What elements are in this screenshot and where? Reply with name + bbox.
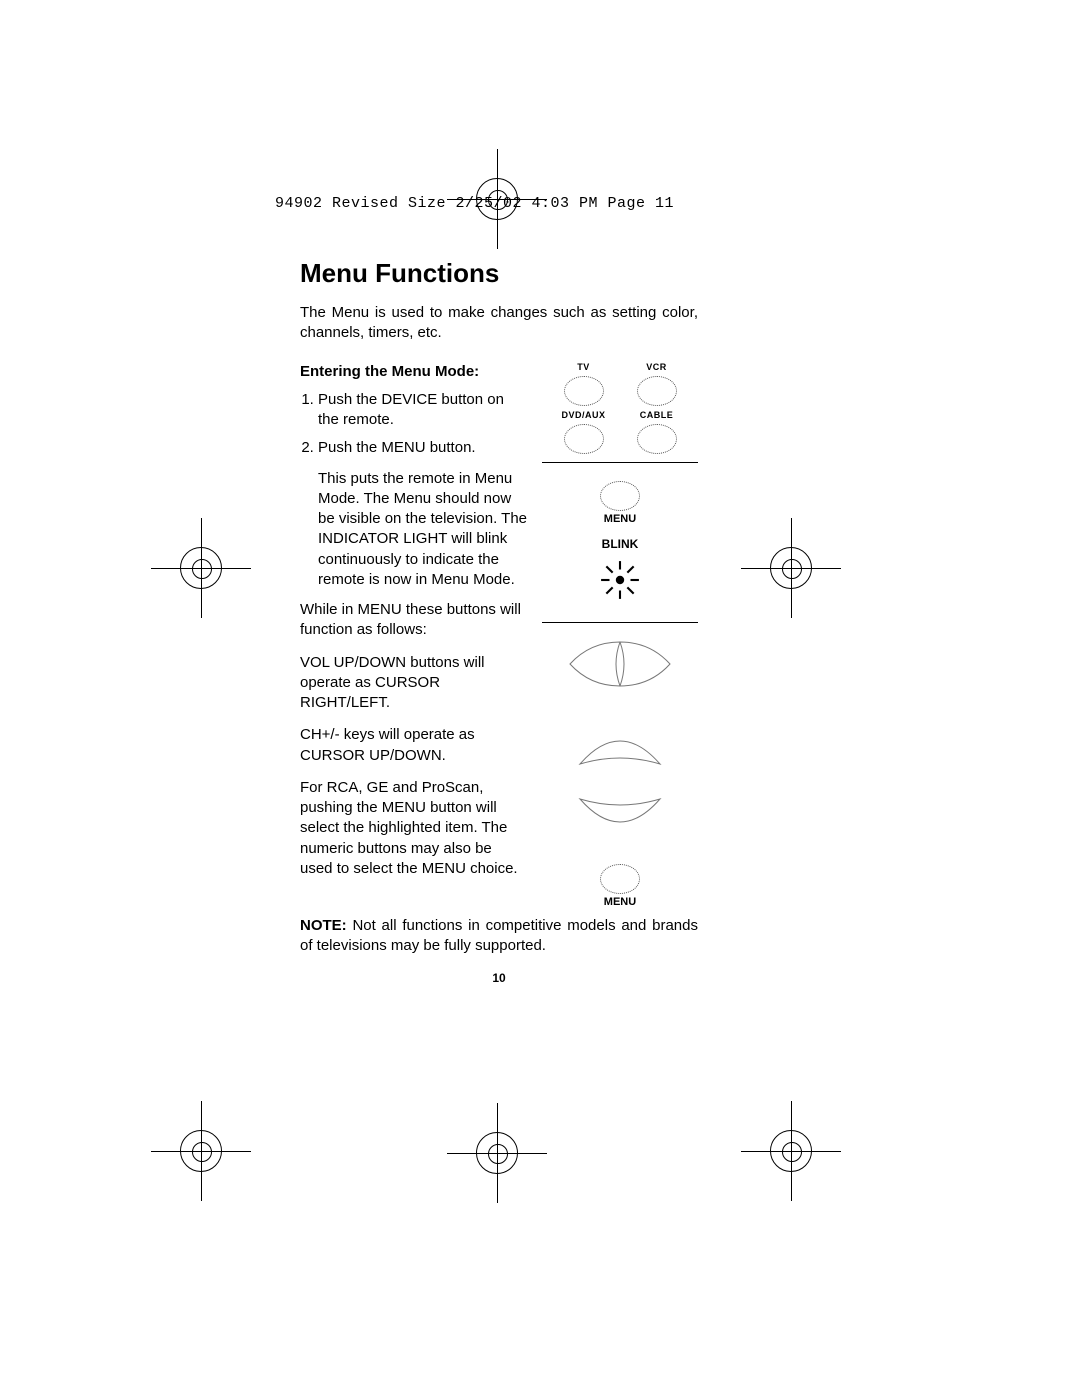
reg-mark-right-upper — [770, 547, 812, 589]
print-header: 94902 Revised Size 2/25/02 4:03 PM Page … — [275, 195, 674, 212]
step-2-line: Push the MENU button. — [318, 439, 476, 456]
right-column: TV VCR DVD/AUX CABLE MENU BLINK — [542, 362, 698, 908]
step-2: Push the MENU button. This puts the remo… — [318, 438, 528, 590]
menu-label: MENU — [542, 513, 698, 525]
para-rca: For RCA, GE and ProScan, pushing the MEN… — [300, 778, 528, 879]
dvd-label: DVD/AUX — [561, 410, 605, 420]
intro-text: The Menu is used to make changes such as… — [300, 303, 698, 344]
note-paragraph: NOTE: Not all functions in competitive m… — [300, 916, 698, 957]
vol-rocker-figure — [542, 637, 698, 694]
para-ch: CH+/- keys will operate as CURSOR UP/DOW… — [300, 725, 528, 766]
note-text: Not all functions in competitive models … — [300, 917, 698, 954]
step-2-detail: This puts the remote in Menu Mode. The M… — [318, 469, 528, 591]
tv-button-icon — [564, 376, 604, 406]
page-number: 10 — [300, 971, 698, 985]
content-area: Menu Functions The Menu is used to make … — [300, 258, 698, 985]
subheading: Entering the Menu Mode: — [300, 362, 528, 382]
vcr-label: VCR — [646, 362, 667, 372]
dvd-button-icon — [564, 424, 604, 454]
para-vol: VOL UP/DOWN buttons will operate as CURS… — [300, 653, 528, 714]
cable-label: CABLE — [640, 410, 674, 420]
ch-rocker-down-figure — [542, 789, 698, 846]
reg-mark-left-lower — [180, 1130, 222, 1172]
tv-label: TV — [577, 362, 590, 372]
blink-icon — [542, 559, 698, 604]
reg-mark-bottom — [476, 1132, 518, 1174]
page: 94902 Revised Size 2/25/02 4:03 PM Page … — [0, 0, 1080, 1397]
blink-label: BLINK — [542, 537, 698, 551]
step-1: Push the DEVICE button on the remote. — [318, 390, 528, 431]
steps-list: Push the DEVICE button on the remote. Pu… — [300, 390, 528, 590]
ch-rocker-up-figure — [542, 720, 698, 777]
note-label: NOTE: — [300, 917, 347, 934]
menu-button-icon-2 — [600, 864, 640, 894]
two-column-layout: Entering the Menu Mode: Push the DEVICE … — [300, 362, 698, 908]
menu-blink-figure: MENU BLINK — [542, 481, 698, 623]
menu-button-figure-2: MENU — [542, 864, 698, 908]
left-column: Entering the Menu Mode: Push the DEVICE … — [300, 362, 528, 908]
device-buttons-figure: TV VCR DVD/AUX CABLE — [542, 362, 698, 463]
reg-mark-left-upper — [180, 547, 222, 589]
cable-button-icon — [637, 424, 677, 454]
menu-label-2: MENU — [542, 896, 698, 908]
vcr-button-icon — [637, 376, 677, 406]
page-title: Menu Functions — [300, 258, 698, 289]
reg-mark-right-lower — [770, 1130, 812, 1172]
para-while: While in MENU these buttons will functio… — [300, 600, 528, 641]
menu-button-icon — [600, 481, 640, 511]
